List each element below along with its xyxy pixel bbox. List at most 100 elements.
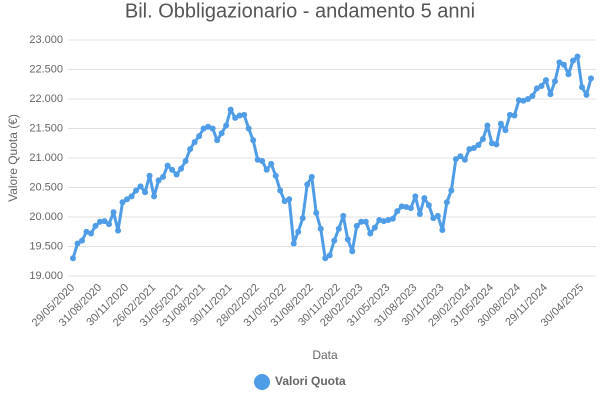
data-point — [578, 84, 585, 91]
data-point — [133, 187, 140, 194]
legend-label: Valori Quota — [275, 374, 346, 388]
data-point — [115, 227, 122, 234]
data-point — [470, 144, 477, 151]
legend-marker — [254, 374, 270, 390]
data-point — [223, 122, 230, 129]
data-point — [250, 137, 257, 144]
data-point — [286, 196, 293, 203]
data-point — [583, 91, 590, 98]
data-point — [457, 153, 464, 160]
data-point — [191, 139, 198, 146]
data-point — [187, 146, 194, 153]
data-point — [245, 125, 252, 132]
data-point — [209, 125, 216, 132]
data-point — [574, 53, 581, 60]
data-point — [322, 255, 329, 262]
data-point — [497, 120, 504, 127]
data-point — [331, 237, 338, 244]
y-axis-title: Valore Quota (€) — [6, 114, 20, 202]
data-point — [137, 183, 144, 190]
data-point — [416, 211, 423, 218]
data-point — [178, 165, 185, 172]
data-point — [407, 205, 414, 212]
y-tick-label: 19.500 — [29, 240, 63, 252]
data-point — [151, 193, 158, 200]
data-point — [254, 156, 261, 163]
data-point — [412, 193, 419, 200]
data-point — [488, 140, 495, 147]
data-point — [268, 160, 275, 167]
y-tick-label: 19.000 — [29, 270, 63, 282]
data-point — [425, 202, 432, 209]
data-point — [295, 228, 302, 235]
data-point — [299, 215, 306, 222]
data-point — [443, 199, 450, 206]
data-point — [128, 193, 135, 200]
data-point — [119, 199, 126, 206]
data-point — [236, 112, 243, 119]
y-tick-label: 23.000 — [29, 34, 63, 46]
data-point — [214, 137, 221, 144]
data-point — [142, 189, 149, 196]
data-point — [394, 208, 401, 215]
data-point — [344, 236, 351, 243]
data-point — [169, 166, 176, 173]
data-point — [430, 215, 437, 222]
data-point — [353, 222, 360, 229]
data-point — [92, 222, 99, 229]
data-point — [529, 93, 536, 100]
data-point — [547, 91, 554, 98]
data-point — [326, 252, 333, 259]
data-point — [272, 172, 279, 179]
data-point — [448, 187, 455, 194]
data-point — [155, 177, 162, 184]
y-tick-label: 21.000 — [29, 152, 63, 164]
data-point — [263, 166, 270, 173]
data-point — [506, 111, 513, 118]
y-tick-label: 20.000 — [29, 211, 63, 223]
data-point — [560, 61, 567, 68]
data-point — [367, 230, 374, 237]
data-point — [452, 156, 459, 163]
y-tick-label: 21.500 — [29, 122, 63, 134]
data-point — [538, 83, 545, 90]
data-point — [362, 218, 369, 225]
y-tick-label: 20.500 — [29, 181, 63, 193]
data-point — [533, 85, 540, 92]
data-point — [358, 218, 365, 225]
y-tick-label: 22.000 — [29, 93, 63, 105]
data-point — [304, 181, 311, 188]
data-point — [376, 216, 383, 223]
data-point — [565, 71, 572, 78]
data-point — [218, 130, 225, 137]
data-point — [556, 59, 563, 66]
data-point — [313, 209, 320, 216]
data-point — [569, 57, 576, 64]
data-point — [110, 209, 117, 216]
data-point — [317, 225, 324, 232]
data-point — [335, 225, 342, 232]
x-axis-title: Data — [312, 348, 338, 362]
data-point — [146, 172, 153, 179]
data-point — [371, 224, 378, 231]
data-point — [290, 240, 297, 247]
data-point — [70, 255, 76, 262]
data-point — [461, 156, 468, 163]
data-point — [475, 142, 482, 149]
data-point — [511, 112, 518, 119]
data-point — [340, 212, 347, 219]
data-point — [227, 106, 234, 113]
data-point — [164, 162, 171, 169]
series-line — [71, 55, 593, 260]
data-point — [124, 196, 131, 203]
data-point — [434, 212, 441, 219]
data-point — [398, 203, 405, 210]
data-point — [551, 78, 558, 85]
data-point — [259, 157, 266, 164]
data-point — [74, 240, 81, 247]
data-point — [173, 171, 180, 178]
data-point — [232, 114, 239, 121]
data-point — [466, 146, 473, 153]
data-point — [524, 96, 531, 102]
